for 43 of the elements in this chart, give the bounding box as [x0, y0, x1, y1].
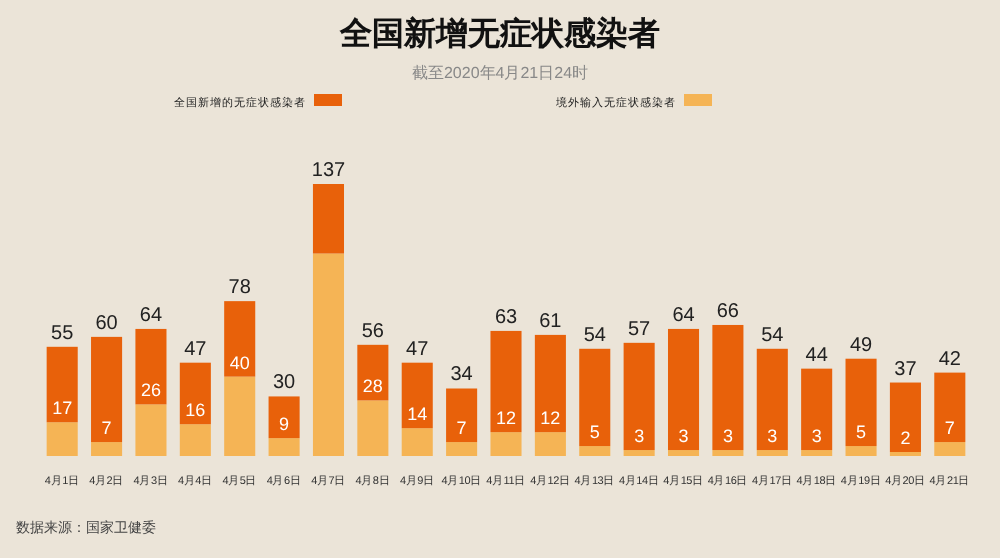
data-label: 2 [900, 428, 911, 449]
total-label: 64 [672, 304, 695, 327]
total-label: 47 [406, 338, 429, 361]
total-label: 66 [716, 300, 740, 323]
total-label: 61 [539, 310, 562, 333]
total-label: 64 [139, 304, 163, 327]
total-label: 63 [494, 306, 518, 329]
data-label: 12 [496, 408, 516, 429]
total-label: 137 [311, 160, 346, 182]
data-label: 3 [634, 426, 645, 447]
total-label: 55 [51, 322, 74, 345]
total-label: 54 [583, 324, 606, 347]
total-label: 57 [628, 318, 651, 341]
data-label: 5 [589, 422, 600, 443]
data-label: 3 [722, 426, 733, 447]
subtitle: 截至2020年4月21日24时 [411, 64, 589, 82]
data-label: 7 [456, 418, 467, 439]
total-label: 30 [272, 372, 296, 395]
data-label: 14 [407, 404, 428, 425]
title: 全国新增无症状感染者 [340, 18, 660, 52]
data-label: 3 [678, 426, 689, 447]
data-label: 3 [767, 426, 778, 447]
data-label: 12 [540, 408, 561, 429]
data-label: 28 [362, 376, 383, 397]
total-label: 54 [761, 324, 784, 347]
data-label: 26 [140, 380, 161, 401]
total-label: 44 [805, 344, 828, 367]
total-label: 56 [361, 320, 384, 343]
data-label: 7 [944, 418, 955, 439]
data-label: 9 [279, 414, 290, 435]
total-label: 34 [450, 364, 473, 387]
data-label: 16 [185, 400, 206, 421]
total-label: 37 [894, 358, 917, 381]
data-label: 17 [52, 398, 73, 419]
data-label: 5 [856, 422, 867, 443]
data-label: 3 [811, 426, 822, 447]
total-label: 42 [938, 348, 961, 371]
data-label: 7 [101, 418, 112, 439]
total-label: 47 [184, 338, 207, 361]
total-label: 60 [95, 312, 118, 335]
total-label: 78 [228, 277, 251, 300]
total-label: 49 [849, 334, 873, 357]
data-label: 40 [229, 352, 250, 373]
